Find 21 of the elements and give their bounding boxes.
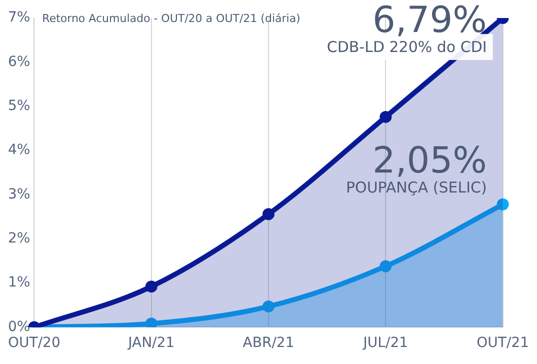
x-tick-label: JUL/21 xyxy=(362,335,408,352)
y-tick-label: 5% xyxy=(8,98,30,114)
y-tick-label: 7% xyxy=(8,10,30,26)
x-tick-label: OUT/20 xyxy=(8,335,60,352)
y-tick-label: 2% xyxy=(8,230,30,246)
point xyxy=(262,300,274,312)
series-label: CDB-LD 220% do CDI xyxy=(326,38,487,56)
y-tick-label: 6% xyxy=(8,54,30,70)
point xyxy=(496,198,509,210)
x-tick-label: OUT/21 xyxy=(476,335,530,352)
x-tick-label: ABR/21 xyxy=(242,335,294,352)
y-tick-label: 0% xyxy=(8,318,30,335)
point xyxy=(145,280,158,293)
y-tick-label: 4% xyxy=(8,142,30,158)
point xyxy=(380,260,392,272)
y-tick-label: 1% xyxy=(8,274,30,291)
chart-title: Retorno Acumulado - OUT/20 a OUT/21 (diária) xyxy=(42,12,300,25)
point xyxy=(262,208,274,220)
y-tick-label: 3% xyxy=(8,186,30,202)
x-tick-label: JAN/21 xyxy=(127,335,175,352)
annotation: 6,79% xyxy=(372,0,487,41)
